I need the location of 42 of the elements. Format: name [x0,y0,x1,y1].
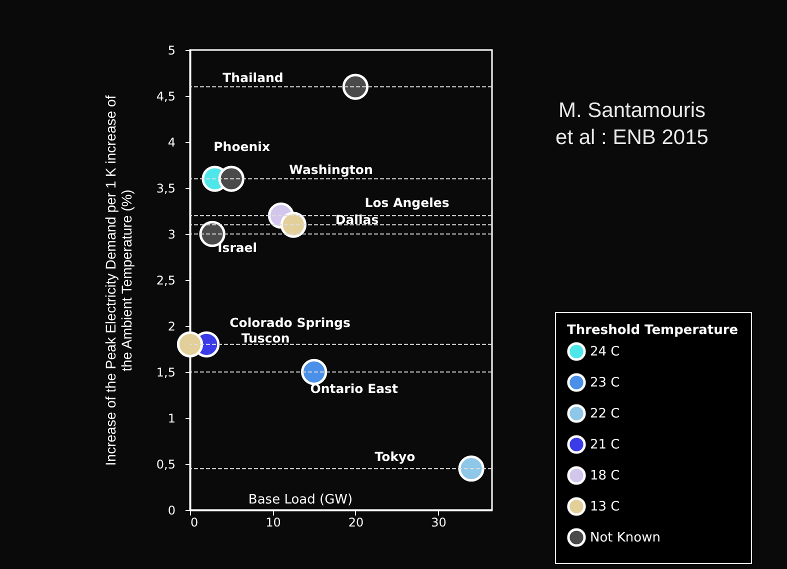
x-tick-label: 10 [266,516,281,530]
y-tick-label: 4 [168,136,176,150]
legend-title: Threshold Temperature [567,323,738,338]
y-tick-label: 5 [168,44,176,58]
y-tick-label: 1 [168,412,176,426]
y-axis-title: Increase of the Peak Electricity Demand per 1 K increase of the Ambient Temperature (%) [102,95,134,466]
annotation: Thailand [222,70,284,85]
y-tick-label: 2,5 [156,274,176,288]
annotation: Colorado Springs [230,315,350,330]
y-tick-label: 3 [168,228,176,242]
y-tick-label: 3,5 [156,182,176,196]
y-tick-label: 0,5 [156,458,176,472]
point [458,456,484,482]
annotation: Phoenix [214,138,270,154]
annotation: Ontario East [310,381,398,396]
legend-label: 13 C [590,500,620,514]
point [176,331,204,358]
annotation: Tuscon [241,330,290,346]
x-tick-label: 0 [190,516,198,530]
legend-label: 24 C [590,344,620,360]
legend-label: Not Known [590,530,660,546]
x-axis-title: Base Load (GW) [248,492,353,508]
point [280,212,307,238]
y-tick-label: 2 [168,320,176,334]
x-tick-label: 20 [348,516,364,530]
point [342,74,369,100]
annotation: Tokyo [374,449,416,464]
text: M. Santamouris et al : ENB 2015 [556,99,708,149]
y-tick-label: 0 [168,504,176,518]
legend-label: 18 C [590,468,620,484]
annotation: Washington [289,162,373,177]
annotation: Israel [218,240,258,255]
point [218,166,244,192]
x-tick-label: 30 [431,516,446,530]
annotation: Los Angeles [364,195,450,210]
annotation: Dallas [335,212,379,227]
legend-label: 23 C [590,376,620,390]
point [301,358,328,386]
legend-label: 22 C [590,406,620,422]
y-tick-label: 1,5 [156,366,176,380]
y-tick-label: 4,5 [156,90,176,104]
legend-label: 21 C [590,438,620,452]
